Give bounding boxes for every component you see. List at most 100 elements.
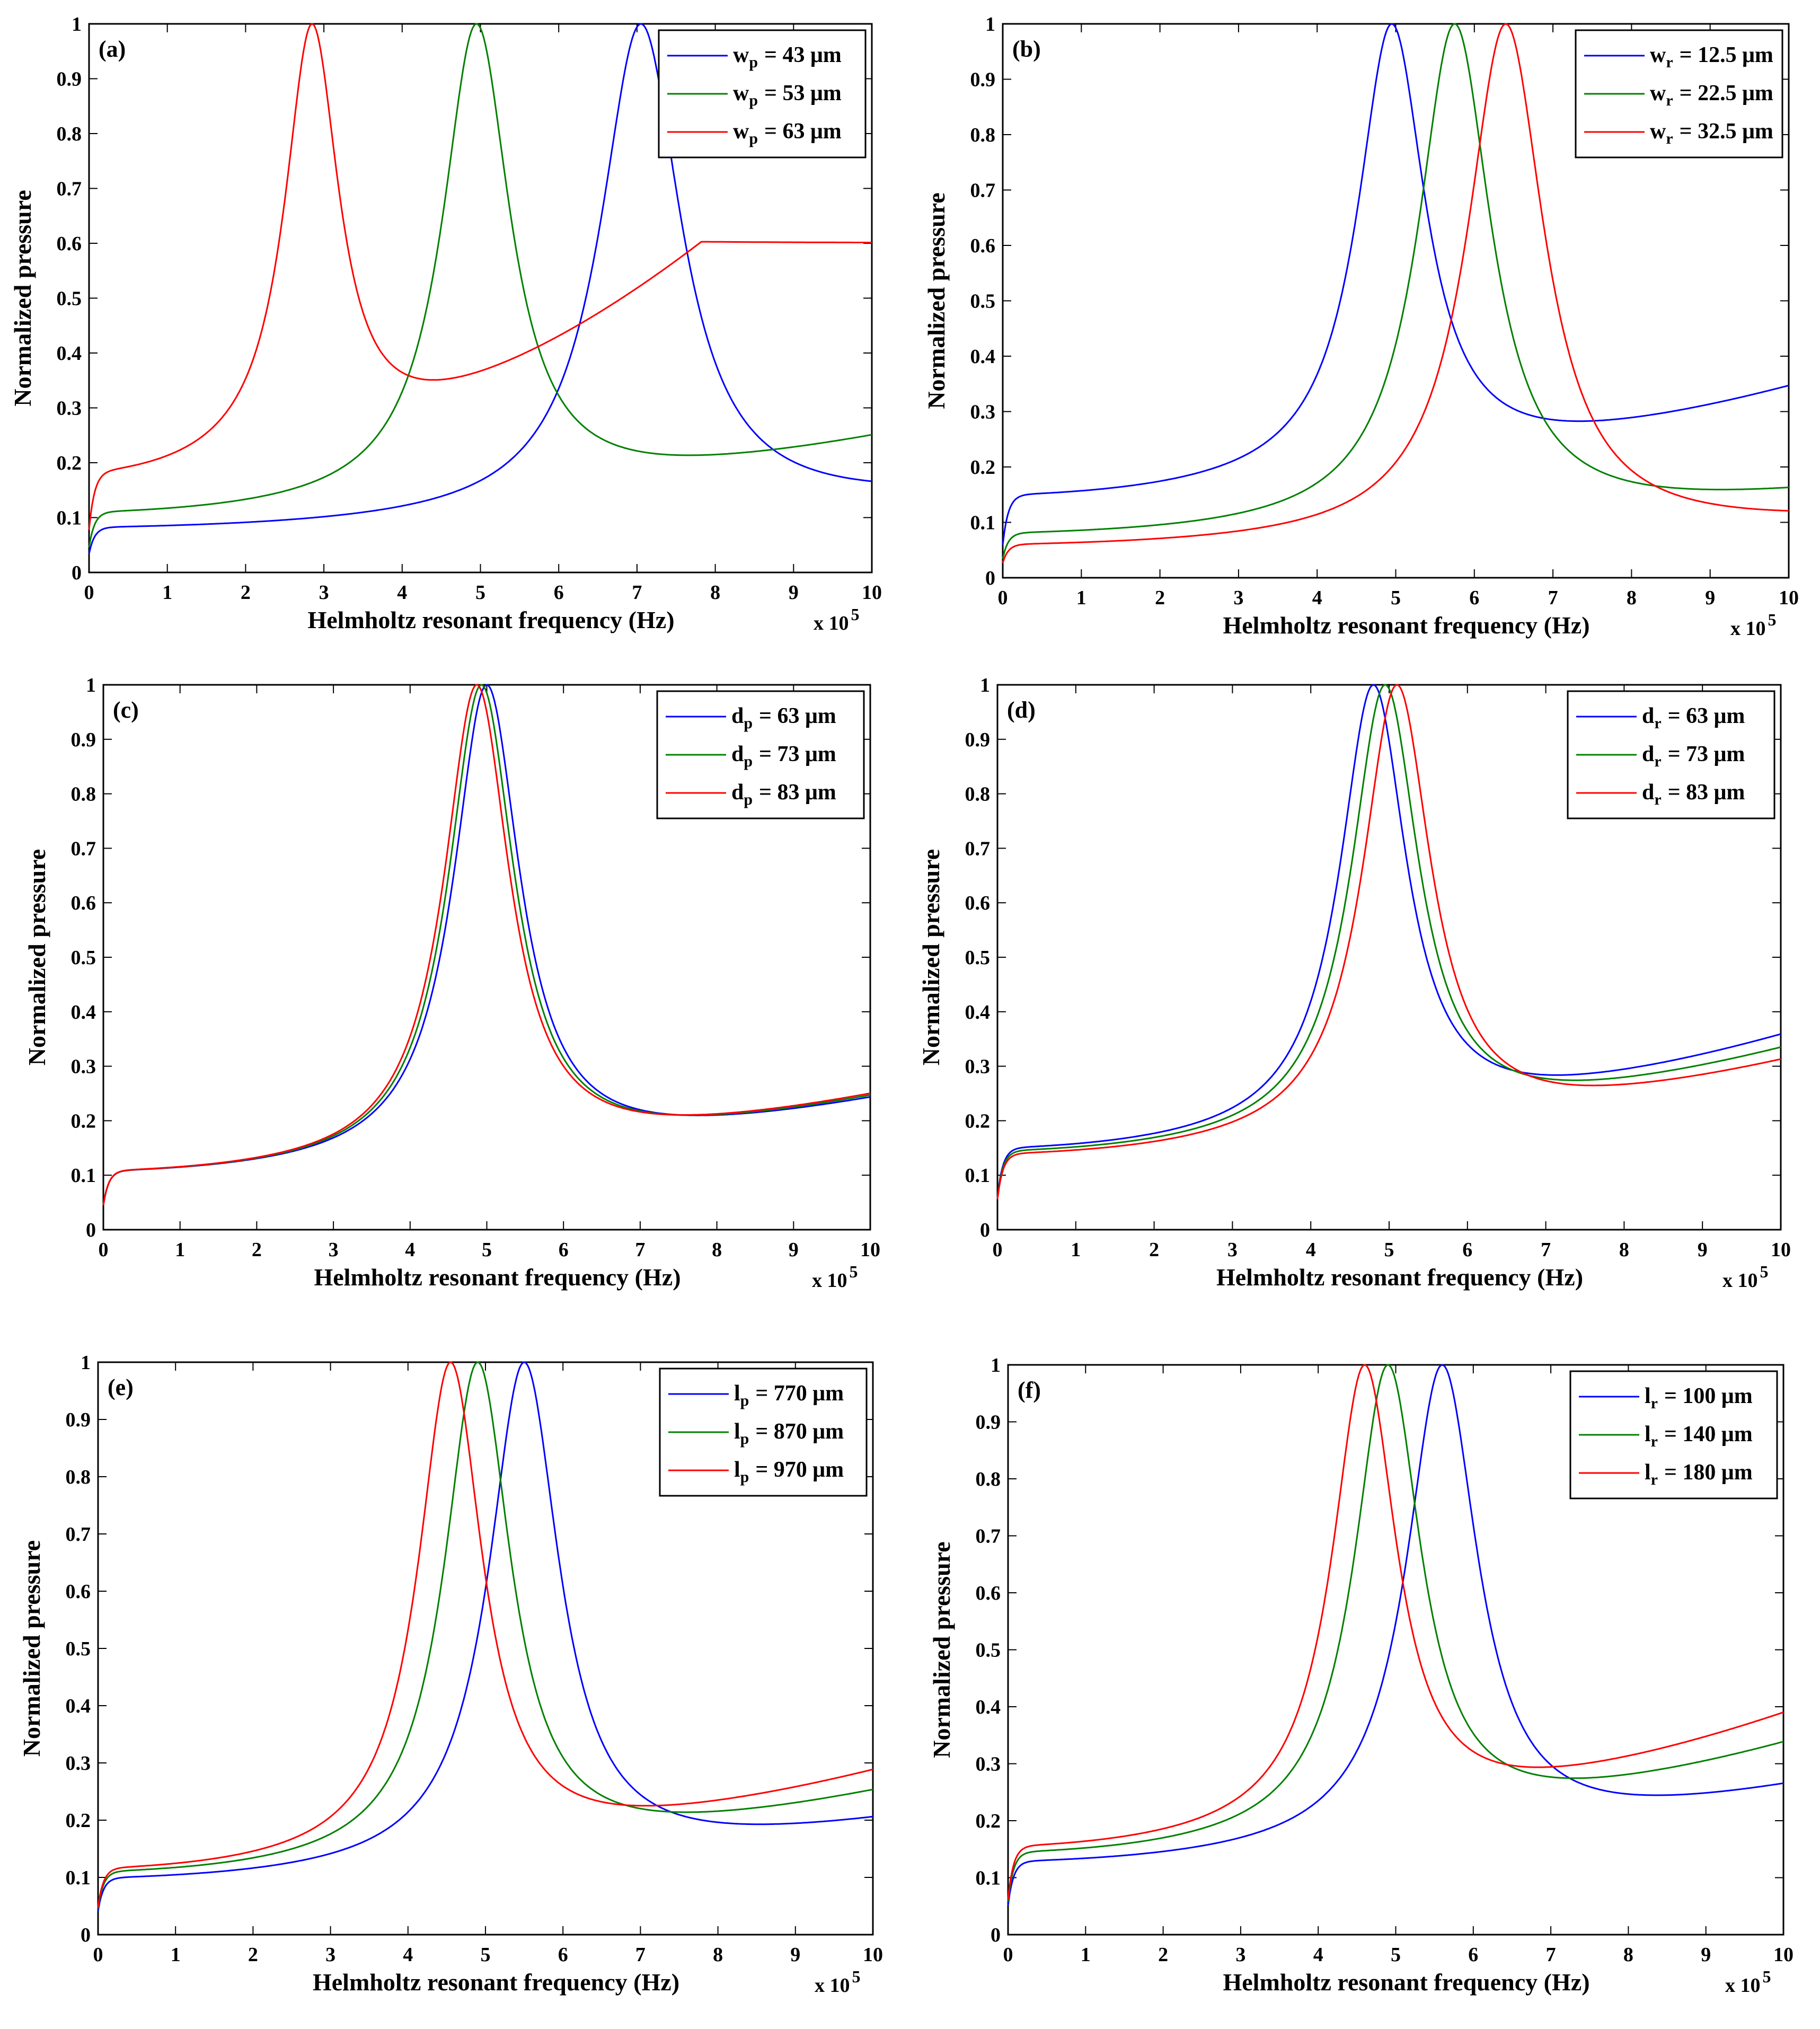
x-multiplier-exponent: 5 (851, 605, 860, 624)
y-tick-label: 0.1 (66, 1867, 91, 1889)
x-tick-label: 5 (1384, 1239, 1394, 1261)
y-axis-label: Normalized pressure (917, 849, 944, 1065)
legend-symbol: d (731, 704, 744, 728)
x-tick-label: 10 (862, 581, 882, 604)
legend-symbol: l (1645, 1460, 1651, 1485)
x-tick-label: 7 (1546, 1944, 1556, 1966)
y-tick-label: 0.4 (970, 346, 996, 368)
x-multiplier-base: x 10 (1725, 1974, 1761, 1997)
legend-symbol: d (731, 780, 744, 805)
y-tick-label: 0.3 (976, 1753, 1001, 1776)
x-tick-label: 8 (713, 1944, 723, 1966)
x-multiplier-exponent: 5 (852, 1967, 861, 1986)
y-tick-label: 0.2 (66, 1810, 91, 1832)
series-line (1002, 23, 1789, 559)
legend-value: = 22.5 μm (1680, 81, 1773, 105)
panel-label: (d) (1007, 697, 1036, 723)
x-tick-label: 4 (397, 581, 407, 604)
series-line (88, 23, 872, 548)
x-axis-label: Helmholtz resonant frequency (Hz) (1216, 1264, 1583, 1291)
y-tick-label: 1 (985, 13, 995, 36)
x-tick-label: 7 (635, 1239, 645, 1261)
series-line (97, 1361, 873, 1909)
x-tick-label: 5 (481, 1944, 491, 1966)
x-tick-label: 7 (1541, 1239, 1551, 1261)
x-tick-label: 0 (993, 1239, 1003, 1261)
legend-value: = 63 μm (1668, 704, 1745, 728)
x-tick-label: 3 (1233, 587, 1243, 609)
x-tick-label: 9 (789, 1239, 799, 1261)
series-line (996, 684, 1781, 1199)
y-tick-label: 0.5 (965, 947, 991, 969)
legend-entry: wr = 32.5 μm (1650, 119, 1773, 147)
legend-subscript: r (1654, 753, 1661, 770)
legend-value: = 100 μm (1664, 1384, 1753, 1408)
x-tick-label: 3 (1235, 1944, 1245, 1966)
x-multiplier: x 10 5 (1725, 1967, 1771, 1997)
x-tick-label: 0 (1003, 1944, 1013, 1966)
x-tick-label: 6 (559, 1239, 569, 1261)
legend-entry: lp = 870 μm (734, 1419, 844, 1448)
x-axis-label: Helmholtz resonant frequency (Hz) (314, 1264, 681, 1291)
x-tick-label: 8 (1623, 1944, 1633, 1966)
y-tick-label: 0.4 (57, 342, 82, 365)
x-multiplier-base: x 10 (1722, 1269, 1758, 1292)
y-tick-label: 0.8 (976, 1468, 1001, 1490)
legend-subscript: r (1651, 1433, 1658, 1450)
y-tick-label: 0.4 (71, 1001, 96, 1024)
x-multiplier-exponent: 5 (1763, 1967, 1771, 1986)
y-tick-label: 0.9 (970, 69, 996, 91)
y-tick-label: 0.7 (71, 837, 96, 860)
legend-symbol: l (1645, 1422, 1651, 1446)
y-tick-label: 0.7 (965, 837, 991, 860)
x-tick-label: 10 (1771, 1239, 1791, 1261)
y-axis-label: Normalized pressure (18, 1540, 45, 1757)
y-tick-label: 1 (86, 674, 96, 696)
legend-value: = 73 μm (1668, 742, 1745, 766)
legend-entry: lp = 970 μm (734, 1458, 844, 1486)
x-tick-label: 7 (635, 1944, 646, 1966)
y-tick-label: 0.3 (57, 398, 82, 420)
y-tick-label: 1 (81, 1352, 91, 1374)
x-tick-label: 6 (1469, 587, 1479, 609)
legend-value: = 83 μm (759, 780, 836, 805)
y-tick-label: 0.9 (57, 68, 82, 91)
legend-symbol: d (1642, 742, 1654, 766)
series-line (1007, 1364, 1784, 1906)
legend-subscript: r (1666, 54, 1673, 71)
y-tick-label: 0.9 (976, 1412, 1001, 1434)
y-tick-label: 0.5 (71, 947, 96, 969)
x-tick-label: 1 (171, 1944, 181, 1966)
y-tick-label: 0.2 (965, 1110, 991, 1132)
legend-symbol: w (733, 119, 749, 144)
y-tick-label: 0.7 (970, 180, 996, 202)
x-tick-label: 4 (1312, 587, 1322, 609)
x-tick-label: 4 (405, 1239, 415, 1261)
y-tick-label: 0.2 (71, 1110, 96, 1132)
legend-subscript: r (1654, 791, 1661, 808)
x-tick-label: 1 (162, 581, 172, 604)
y-tick-label: 0.7 (66, 1523, 91, 1546)
y-axis-label: Normalized pressure (9, 190, 36, 406)
legend-subscript: p (749, 130, 758, 147)
y-tick-label: 0.6 (976, 1582, 1001, 1604)
x-tick-label: 0 (84, 581, 94, 604)
x-tick-label: 9 (1698, 1239, 1708, 1261)
legend-symbol: l (734, 1381, 740, 1406)
panel-label: (a) (99, 36, 126, 62)
chart-panel: 0 1 2 3 4 5 6 7 8 9 10 0 0.1 0.2 0.3 0.4 0.5 0.6 0.7 0.8 0.9… (928, 1354, 1794, 1997)
x-tick-label: 10 (860, 1239, 880, 1261)
x-multiplier-base: x 10 (814, 612, 849, 634)
x-tick-label: 4 (1306, 1239, 1316, 1261)
x-multiplier-exponent: 5 (1768, 610, 1777, 629)
legend-entry: lr = 100 μm (1645, 1384, 1753, 1412)
legend-symbol: l (734, 1458, 740, 1482)
legend-entry: dr = 83 μm (1642, 780, 1745, 808)
legend-value: = 970 μm (755, 1458, 844, 1482)
y-tick-label: 1 (980, 674, 990, 696)
x-tick-label: 10 (863, 1944, 883, 1966)
legend-subscript: r (1666, 92, 1673, 109)
